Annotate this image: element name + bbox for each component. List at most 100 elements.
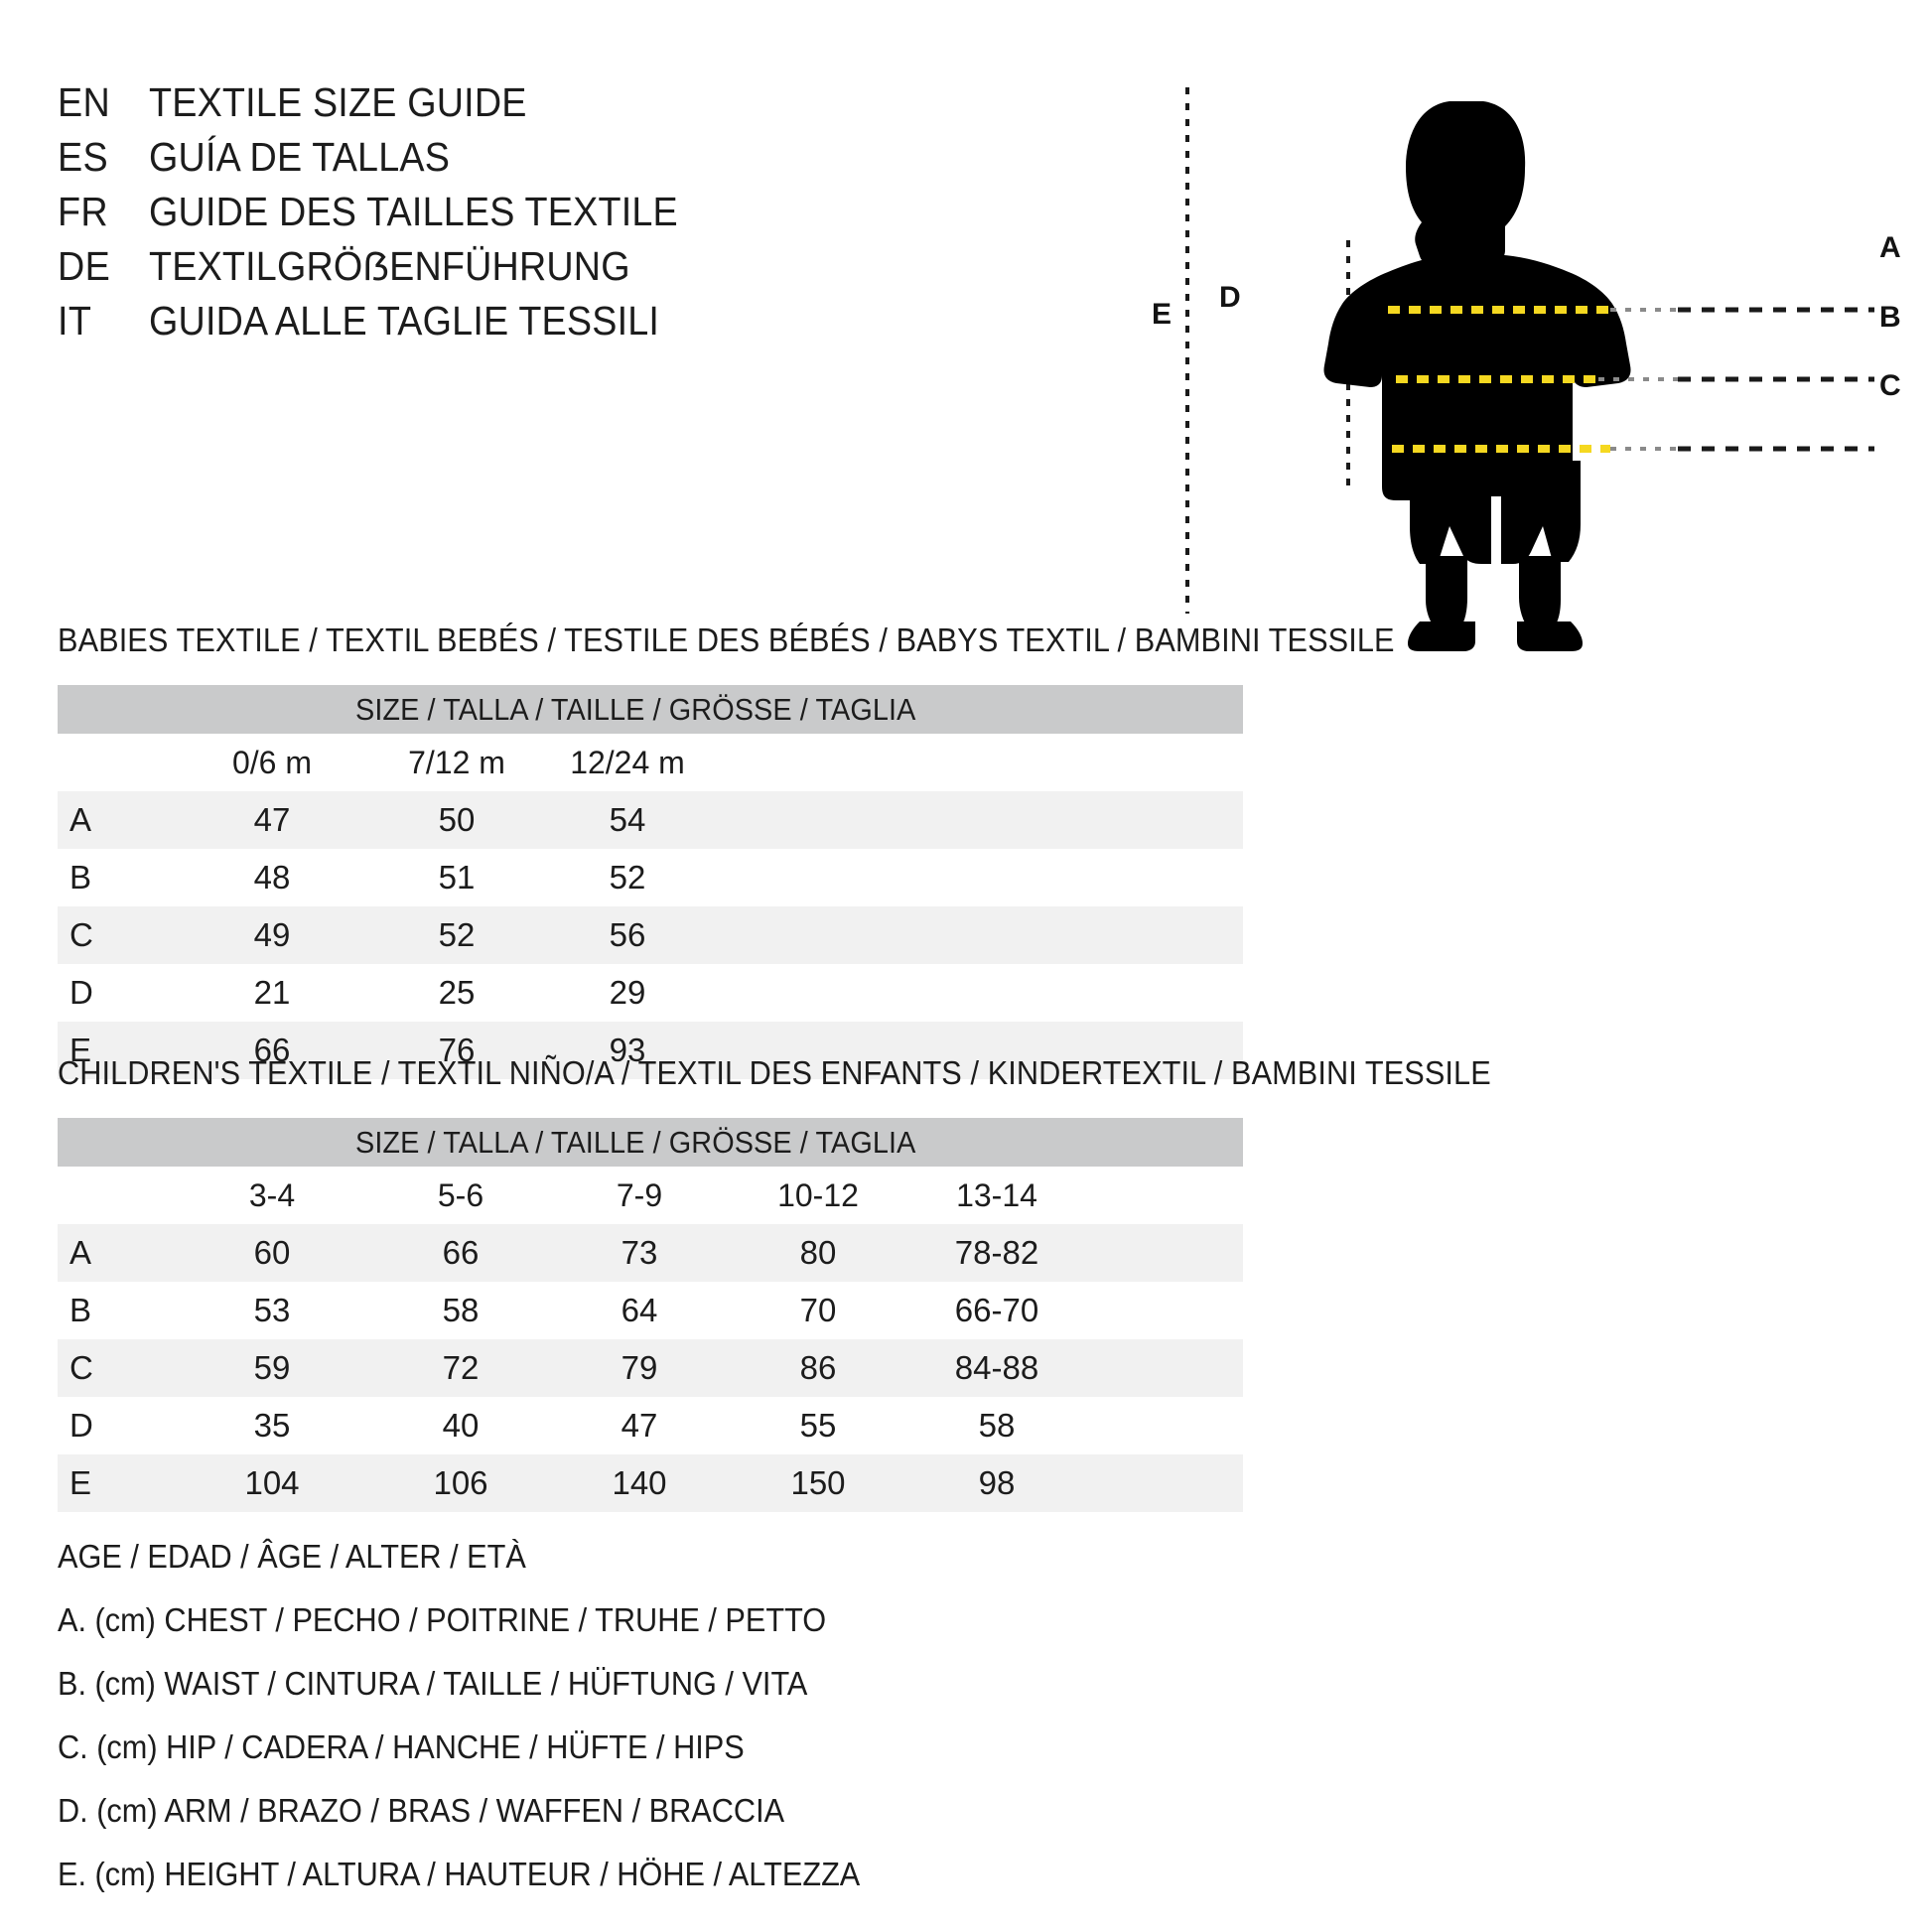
babies-column-header-2: 12/24 m: [542, 734, 713, 791]
babies-cell-a-filler: [713, 791, 1243, 849]
children-band-label: SIZE / TALLA / TAILLE / GRÖSSE / TAGLIA: [354, 1124, 915, 1160]
babies-cell-c-2: 56: [542, 906, 713, 964]
babies-cell-c-0: 49: [173, 906, 371, 964]
children-band-label-cell: SIZE / TALLA / TAILLE / GRÖSSE / TAGLIA: [58, 1118, 1243, 1167]
children-cell-a-4: 78-82: [907, 1224, 1086, 1282]
language-code-de: DE: [58, 243, 111, 289]
children-cell-c-2: 79: [550, 1339, 729, 1397]
children-cell-e-2: 140: [550, 1454, 729, 1512]
babies-row-label-b: B: [69, 859, 92, 896]
children-cell-e-4: 98: [907, 1454, 1086, 1512]
children-column-header-1: 5-6: [371, 1167, 550, 1224]
babies-band-label: SIZE / TALLA / TAILLE / GRÖSSE / TAGLIA: [354, 691, 915, 727]
children-column-header-2: 7-9: [550, 1167, 729, 1224]
children-size-table: SIZE / TALLA / TAILLE / GRÖSSE / TAGLIA …: [58, 1118, 1243, 1512]
figure-label-e: E: [1152, 298, 1173, 331]
children-cell-e-filler: [1086, 1454, 1243, 1512]
legend-line-d-arm: D. (cm) ARM / BRAZO / BRAS / WAFFEN / BR…: [58, 1792, 785, 1829]
table-row: E 66 76 93: [58, 1022, 1243, 1079]
legend-line-c-hip: C. (cm) HIP / CADERA / HANCHE / HÜFTE / …: [58, 1728, 745, 1765]
children-column-header-0: 3-4: [173, 1167, 371, 1224]
babies-size-table: SIZE / TALLA / TAILLE / GRÖSSE / TAGLIA …: [58, 685, 1243, 1079]
babies-band-header-row: SIZE / TALLA / TAILLE / GRÖSSE / TAGLIA: [58, 685, 1243, 734]
language-title-de: TEXTILGRÖẞENFÜHRUNG: [149, 243, 630, 289]
children-cell-d-3: 55: [799, 1407, 837, 1444]
children-cell-a-0: 60: [173, 1224, 371, 1282]
babies-cell-a-0: 47: [173, 791, 371, 849]
children-cell-d-1: 40: [442, 1407, 480, 1444]
babies-column-header-1: 7/12 m: [371, 734, 542, 791]
silhouette-shape: [1323, 101, 1631, 651]
language-row-de: DE TEXTILGRÖẞENFÜHRUNG: [58, 243, 951, 298]
legend-line-a-chest: A. (cm) CHEST / PECHO / POITRINE / TRUHE…: [58, 1601, 827, 1638]
babies-row-label-c: C: [58, 906, 173, 964]
children-cell-e-3: 150: [729, 1454, 907, 1512]
children-cell-c-1: 72: [371, 1339, 550, 1397]
children-band-header-row: SIZE / TALLA / TAILLE / GRÖSSE / TAGLIA: [58, 1118, 1243, 1167]
measurement-figure: [1122, 60, 1932, 655]
children-cell-b-3: 70: [799, 1292, 837, 1328]
babies-cell-a-2: 54: [542, 791, 713, 849]
children-cell-a-3: 80: [729, 1224, 907, 1282]
babies-cell-d-filler: [713, 964, 1243, 1022]
table-row: E 104 106 140 150 98: [58, 1454, 1243, 1512]
babies-section-heading: BABIES TEXTILE / TEXTIL BEBÉS / TESTILE …: [58, 621, 1395, 658]
table-row: B 53 58 64 70 66-70: [58, 1282, 1243, 1339]
language-title-es: GUÍA DE TALLAS: [149, 134, 451, 180]
babies-cell-b-0: 48: [253, 859, 291, 896]
language-row-es: ES GUÍA DE TALLAS: [58, 134, 951, 189]
babies-cell-c-1: 52: [371, 906, 542, 964]
children-cell-c-3: 86: [729, 1339, 907, 1397]
children-cell-c-0: 59: [173, 1339, 371, 1397]
language-title-it: GUIDA ALLE TAGLIE TESSILI: [149, 298, 660, 344]
babies-row-label-a: A: [58, 791, 173, 849]
child-silhouette-diagram: [1185, 87, 1874, 651]
table-row: C 49 52 56: [58, 906, 1243, 964]
table-row: D 35 40 47 55 58: [58, 1397, 1243, 1454]
language-row-it: IT GUIDA ALLE TAGLIE TESSILI: [58, 298, 951, 352]
children-cell-b-1: 58: [442, 1292, 480, 1328]
language-code-en: EN: [58, 79, 111, 125]
children-row-label-a: A: [58, 1224, 173, 1282]
table-row: A 47 50 54: [58, 791, 1243, 849]
language-code-fr: FR: [58, 189, 109, 234]
table-row: D 21 25 29: [58, 964, 1243, 1022]
babies-cell-e-2: 93: [542, 1022, 713, 1079]
language-row-fr: FR GUIDE DES TAILLES TEXTILE: [58, 189, 951, 243]
measurement-legend: AGE / EDAD / ÂGE / ALTER / ETÀ A. (cm) C…: [58, 1525, 1150, 1906]
children-row-label-e: E: [58, 1454, 173, 1512]
babies-band-label-cell: SIZE / TALLA / TAILLE / GRÖSSE / TAGLIA: [58, 685, 1243, 734]
children-cell-d-4: 58: [978, 1407, 1016, 1444]
figure-label-c: C: [1879, 369, 1901, 402]
babies-row-label-e: E: [58, 1022, 173, 1079]
table-row: C 59 72 79 86 84-88: [58, 1339, 1243, 1397]
table-row: B 48 51 52: [58, 849, 1243, 906]
children-row-label-d: D: [69, 1407, 93, 1444]
children-cell-d-2: 47: [621, 1407, 658, 1444]
babies-cell-d-2: 29: [609, 974, 646, 1011]
babies-cell-e-1: 76: [371, 1022, 542, 1079]
children-cell-b-filler: [1086, 1282, 1243, 1339]
babies-cell-e-0: 66: [173, 1022, 371, 1079]
children-column-header-row: 3-4 5-6 7-9 10-12 13-14: [58, 1167, 1243, 1224]
babies-cell-b-filler: [713, 849, 1243, 906]
figure-label-d: D: [1219, 281, 1241, 314]
babies-cell-e-filler: [713, 1022, 1243, 1079]
children-column-header-3: 10-12: [729, 1167, 907, 1224]
babies-column-header-row: 0/6 m 7/12 m 12/24 m: [58, 734, 1243, 791]
babies-cell-c-filler: [713, 906, 1243, 964]
children-row-label-b: B: [69, 1292, 92, 1328]
children-cell-c-4: 84-88: [907, 1339, 1086, 1397]
children-row-label-c: C: [58, 1339, 173, 1397]
babies-corner-cell: [58, 734, 173, 791]
language-code-es: ES: [58, 134, 109, 180]
babies-column-header-filler: [713, 734, 1243, 791]
babies-cell-d-1: 25: [438, 974, 476, 1011]
children-cell-a-1: 66: [371, 1224, 550, 1282]
children-cell-a-filler: [1086, 1224, 1243, 1282]
children-cell-b-0: 53: [253, 1292, 291, 1328]
children-cell-e-0: 104: [173, 1454, 371, 1512]
babies-cell-b-2: 52: [609, 859, 646, 896]
language-title-fr: GUIDE DES TAILLES TEXTILE: [149, 189, 678, 234]
language-title-en: TEXTILE SIZE GUIDE: [149, 79, 527, 125]
